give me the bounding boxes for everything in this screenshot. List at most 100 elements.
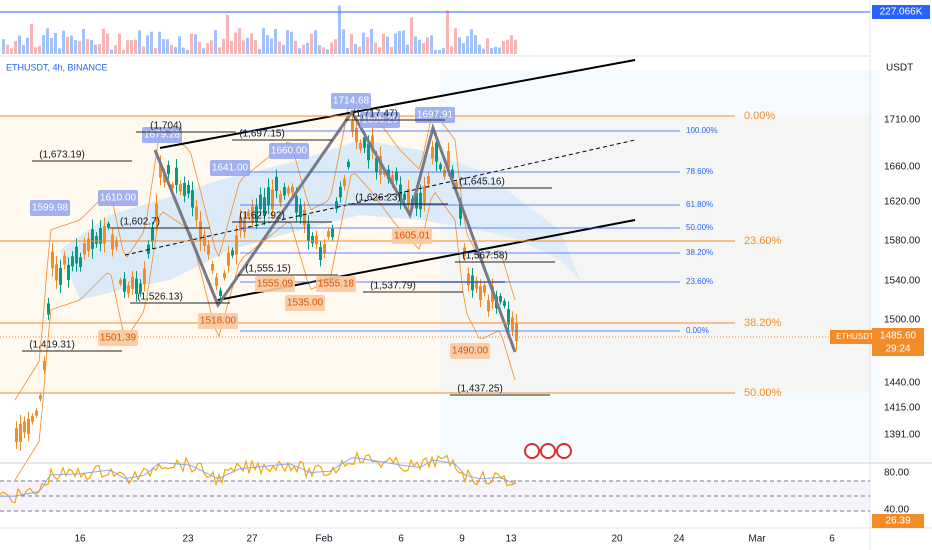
candle-body: [27, 418, 30, 434]
candle-body: [419, 192, 422, 210]
fib-minor-label: 23.60%: [686, 277, 713, 286]
candle-body: [307, 223, 310, 241]
volume-bar: [82, 28, 85, 54]
bollinger-lower: [14, 172, 516, 481]
volume-bar: [66, 36, 69, 54]
price-tick-label: 1540.00: [884, 276, 921, 287]
volume-bar: [14, 40, 17, 54]
volume-bar: [350, 34, 353, 54]
fib-minor-label: 50.00%: [686, 223, 713, 232]
volume-bar: [406, 44, 409, 54]
volume-bar: [178, 36, 181, 54]
candle-body: [227, 252, 230, 266]
candle-body: [211, 264, 214, 271]
candle-body: [367, 143, 370, 161]
low-label-box: [392, 228, 432, 244]
candle-body: [75, 246, 78, 264]
candle-body: [159, 162, 162, 178]
level-note: (1,645.16): [459, 177, 505, 188]
volume-bar: [22, 44, 25, 54]
volume-bar: [510, 35, 513, 54]
candle-body: [467, 273, 470, 286]
event-icons: [524, 443, 572, 459]
volume-bar: [262, 28, 265, 54]
candle-body: [299, 204, 302, 218]
candle-body: [223, 272, 226, 278]
volume-bar: [278, 41, 281, 54]
volume-bar: [46, 28, 49, 54]
volume-bar: [130, 39, 133, 54]
volume-badge: [872, 5, 930, 19]
volume-bar: [74, 40, 77, 54]
high-label-box: [30, 200, 70, 216]
candle-body: [195, 206, 198, 221]
candle-body: [471, 275, 474, 291]
volume-bar: [270, 38, 273, 54]
candle-body: [71, 256, 74, 267]
volume-bar: [506, 39, 509, 54]
candle-body: [191, 190, 194, 208]
candle-body: [43, 360, 46, 371]
volume-bar: [338, 5, 341, 55]
candle-body: [303, 209, 306, 226]
time-tick-label: Mar: [748, 534, 766, 545]
level-note: (1,526.13): [137, 292, 183, 303]
high-label: 1679.28: [144, 130, 181, 141]
candle-body: [403, 193, 406, 200]
volume-bar: [446, 10, 449, 54]
volume-bar: [326, 49, 329, 54]
candle-body: [407, 188, 410, 206]
volume-bar: [290, 31, 293, 54]
candle-body: [171, 184, 174, 189]
low-label-box: [198, 313, 238, 329]
volume-bar: [374, 42, 377, 54]
candle-body: [87, 238, 90, 251]
candle-body: [199, 221, 202, 242]
high-label-box: [415, 107, 455, 123]
candle-body: [59, 267, 62, 285]
volume-bar: [490, 48, 493, 54]
candle-body: [427, 176, 430, 185]
high-label: 1714.68: [333, 96, 370, 107]
volume-bar: [18, 35, 21, 54]
volume-bar: [186, 49, 189, 54]
zigzag: [153, 109, 517, 353]
volume-bar: [6, 44, 9, 54]
volume-bar: [494, 46, 497, 54]
volume-bar: [322, 47, 325, 54]
low-label: 1555.09: [257, 279, 294, 290]
candle-body: [415, 193, 418, 209]
candle-body: [355, 127, 358, 143]
high-label-box: [142, 127, 182, 143]
volume-bar: [214, 30, 217, 54]
candle-body: [363, 137, 366, 148]
event-icon: [540, 443, 556, 459]
volume-bar: [378, 47, 381, 54]
volume-bar: [430, 35, 433, 54]
candle-body: [115, 240, 118, 248]
volume-bar: [246, 37, 249, 54]
cloud: [60, 140, 580, 300]
level-note: (1,555.15): [245, 264, 291, 275]
candle-body: [319, 247, 322, 260]
level-note: (1,673.19): [39, 150, 85, 161]
projection-zone: [440, 70, 880, 460]
volume-bar: [230, 40, 233, 54]
volume-bar: [58, 48, 61, 54]
volume-bar: [158, 31, 161, 54]
candle-body: [483, 285, 486, 293]
candle-body: [99, 228, 102, 244]
last-price: 1485.60: [880, 331, 917, 342]
volume-bar: [98, 44, 101, 54]
volume-bar: [366, 37, 369, 54]
high-label: 1697.91: [417, 110, 454, 121]
candle-body: [295, 195, 298, 213]
candle-body: [163, 173, 166, 183]
volume-bar: [138, 30, 141, 54]
candle-body: [39, 395, 42, 400]
volume-bar: [474, 35, 477, 54]
level-note: (1,626.23): [355, 193, 401, 204]
volume-bar: [194, 34, 197, 54]
volume-bar: [42, 35, 45, 54]
volume-bar: [134, 39, 137, 54]
